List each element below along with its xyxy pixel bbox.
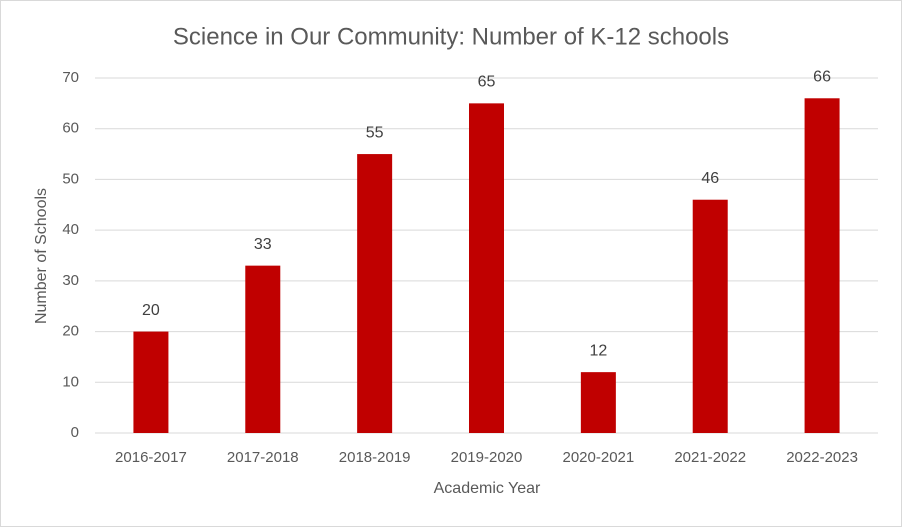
bar	[245, 265, 281, 433]
x-tick-label: 2018-2019	[339, 449, 411, 466]
x-tick-label: 2017-2018	[227, 449, 299, 466]
data-label: 55	[366, 124, 384, 141]
bar	[692, 199, 728, 433]
y-tick-label: 40	[62, 221, 79, 238]
y-tick-label: 0	[71, 424, 79, 441]
data-label: 33	[254, 236, 272, 253]
chart-title: Science in Our Community: Number of K-12…	[173, 23, 729, 50]
data-label: 65	[478, 74, 496, 91]
data-label: 46	[701, 170, 719, 187]
bar	[133, 331, 169, 433]
bar	[469, 103, 504, 433]
y-tick-label: 70	[62, 69, 79, 86]
y-tick-label: 60	[62, 120, 79, 137]
x-tick-label: 2021-2022	[674, 449, 746, 466]
x-tick-label: 2022-2023	[786, 449, 858, 466]
data-label: 66	[813, 69, 831, 86]
data-label: 12	[589, 342, 607, 359]
bar	[357, 154, 393, 434]
x-tick-label: 2020-2021	[562, 449, 634, 466]
x-axis-title: Academic Year	[434, 480, 541, 497]
x-tick-label: 2016-2017	[115, 449, 187, 466]
y-axis-title: Number of Schools	[33, 188, 50, 324]
y-tick-label: 10	[62, 373, 79, 390]
bar	[804, 98, 840, 434]
data-label: 20	[142, 302, 160, 319]
y-tick-label: 50	[62, 170, 79, 187]
bar	[580, 372, 616, 433]
y-tick-label: 20	[62, 323, 79, 340]
x-tick-label: 2019-2020	[451, 449, 523, 466]
y-tick-label: 30	[62, 272, 79, 289]
